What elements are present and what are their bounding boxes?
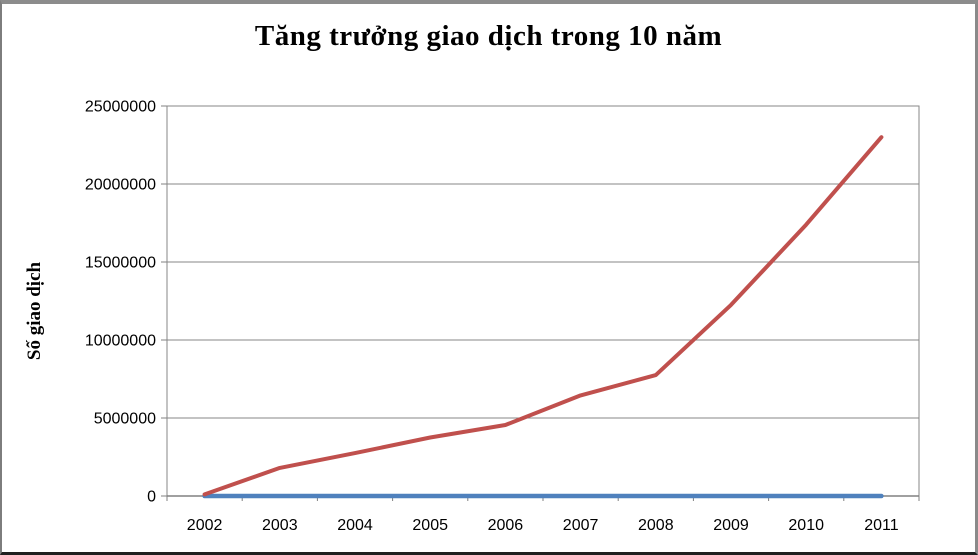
y-tick-label: 0: [147, 489, 156, 506]
x-tick-label: 2004: [337, 517, 373, 534]
plot-border: [166, 105, 920, 497]
x-tick-label: 2007: [563, 517, 599, 534]
y-tick-label: 5000000: [94, 411, 156, 428]
y-tick-label: 15000000: [85, 255, 156, 272]
x-tick-label: 2003: [262, 517, 298, 534]
chart-title: Tăng trưởng giao dịch trong 10 năm: [254, 20, 723, 52]
y-tick-label: 10000000: [85, 333, 156, 350]
series-red-growth-line: [202, 135, 884, 497]
x-tick-label: 2009: [713, 517, 749, 534]
y-tick-label: 25000000: [85, 99, 156, 116]
x-tick-label: 2010: [788, 517, 824, 534]
plot-area: 0 5000000 10000000 15000000 20000000 25000000…: [85, 99, 920, 534]
x-tick-label: 2002: [187, 517, 223, 534]
x-tick-label: 2006: [488, 517, 524, 534]
y-tick-label: 20000000: [85, 177, 156, 194]
x-tick-label: 2011: [864, 517, 899, 534]
x-tick-label: 2008: [638, 517, 674, 534]
x-tick-label: 2005: [412, 517, 448, 534]
